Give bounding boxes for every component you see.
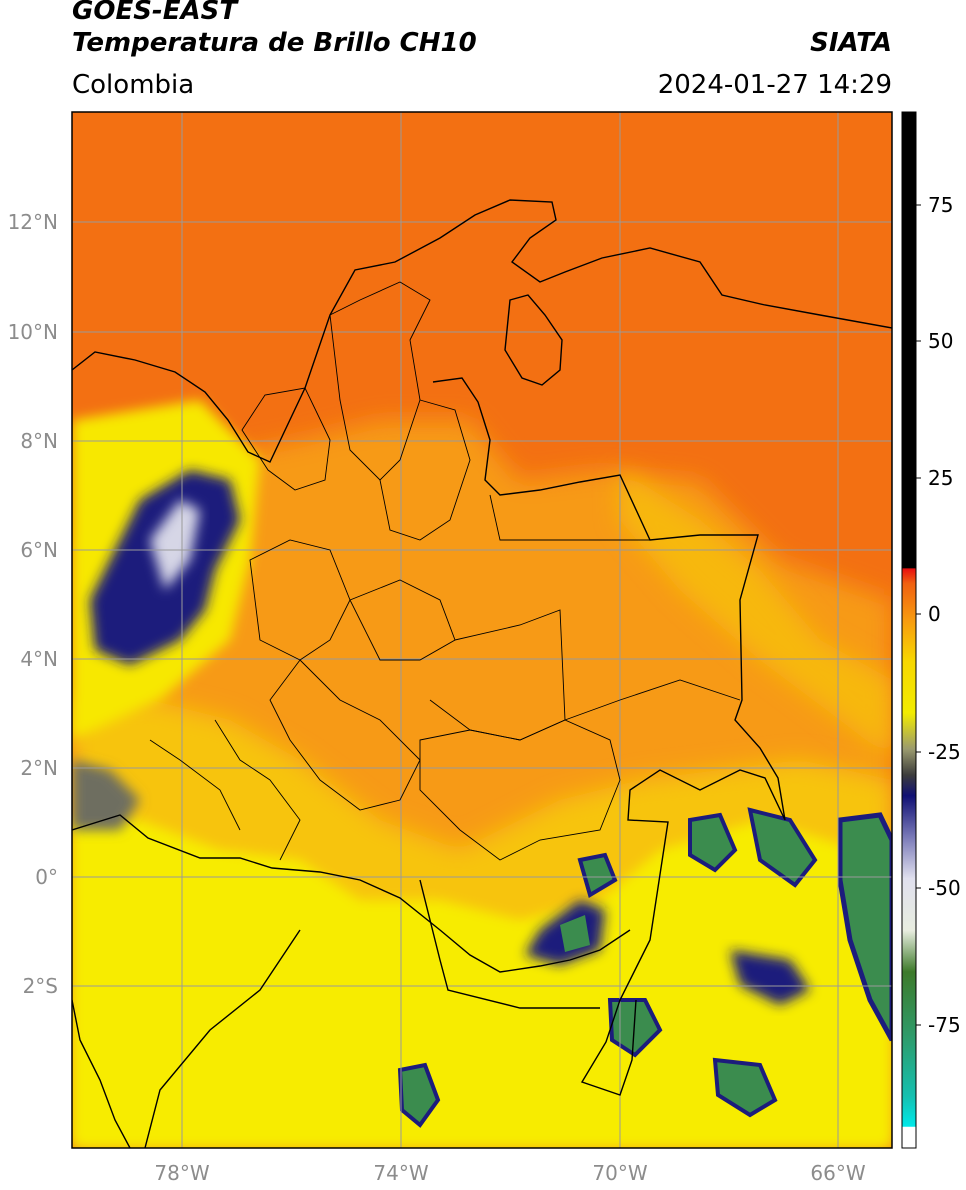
product-title: Temperatura de Brillo CH10 [72, 28, 477, 58]
cloud-pacific-south [72, 760, 140, 830]
lon-label-70w: 70°W [592, 1161, 647, 1185]
lon-label-78w: 78°W [154, 1161, 209, 1185]
cloud-core-amazon-1 [560, 915, 590, 952]
map-area [72, 112, 892, 1148]
lon-label-74w: 74°W [373, 1161, 428, 1185]
colorbar-label-minus75: -75 [928, 1013, 961, 1037]
cloud-core-south-3 [712, 1057, 778, 1118]
map-frame [71, 111, 893, 1149]
lat-label-2n: 2°N [20, 756, 58, 780]
land-yellow-zone [72, 820, 892, 1148]
colorbar-label-minus50: -50 [928, 876, 961, 900]
lat-label-12n: 12°N [8, 210, 58, 234]
region-label: Colombia [72, 70, 195, 100]
lon-label-66w: 66°W [810, 1161, 865, 1185]
longitude-axis: 78°W 74°W 70°W 66°W [154, 1161, 865, 1185]
cloud-system-southeast [730, 950, 810, 1005]
datetime-label: 2024-01-27 14:29 [657, 70, 892, 100]
latitude-axis: 12°N 10°N 8°N 6°N 4°N 2°N 0° 2°S [8, 210, 58, 998]
cloud-core-south-1 [607, 998, 663, 1058]
lat-label-4n: 4°N [20, 647, 58, 671]
cloud-core-amazon-2 [577, 852, 618, 899]
satellite-title: GOES-EAST [72, 0, 238, 26]
country-borders [72, 199, 892, 1148]
colorbar: 75 50 25 0 -25 -50 -75 [901, 111, 961, 1149]
cloud-core-east-1 [688, 812, 738, 873]
colorbar-label-75: 75 [928, 193, 953, 217]
colorbar-label-25: 25 [928, 466, 953, 490]
colorbar-frame [901, 111, 917, 1149]
colorbar-ticks [916, 204, 921, 1026]
colorbar-gradient [902, 112, 916, 1148]
warm-streak [620, 470, 892, 760]
cloud-core-south-2 [397, 1062, 441, 1128]
colorbar-label-minus25: -25 [928, 740, 961, 764]
gridlines [72, 112, 892, 1148]
lat-label-0: 0° [35, 865, 58, 889]
colorbar-label-50: 50 [928, 329, 953, 353]
lat-label-6n: 6°N [20, 538, 58, 562]
cloud-core-east-2 [747, 807, 818, 888]
brand-label: SIATA [810, 28, 892, 58]
lat-label-10n: 10°N [8, 320, 58, 344]
colorbar-label-0: 0 [928, 602, 941, 626]
department-borders [149, 281, 741, 861]
lat-label-2s: 2°S [23, 974, 58, 998]
cloud-core-pacific [150, 500, 200, 590]
cloud-core-east-3 [837, 812, 892, 1042]
lat-label-8n: 8°N [20, 429, 58, 453]
